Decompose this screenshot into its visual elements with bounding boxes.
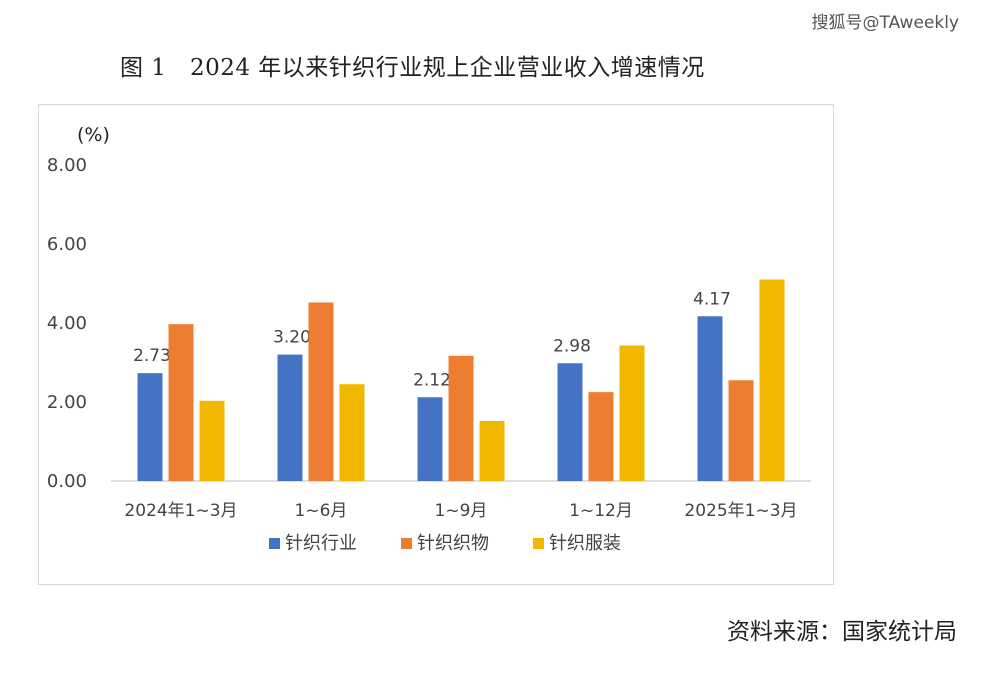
bar xyxy=(277,354,303,481)
bar xyxy=(137,373,163,481)
x-tick-label: 1~9月 xyxy=(435,501,488,521)
data-label: 2.12 xyxy=(413,370,451,390)
y-tick-label: 2.00 xyxy=(47,392,87,413)
bar xyxy=(588,392,614,481)
bar xyxy=(339,384,365,481)
y-tick-label: 0.00 xyxy=(47,471,87,492)
bar xyxy=(557,363,583,481)
data-label: 2.98 xyxy=(553,336,591,356)
bar-chart: (%) 0.00 2.00 4.00 6.00 8.00 2.73 2024年1~3月 3.20… xyxy=(47,124,811,554)
bar xyxy=(448,355,474,481)
bar xyxy=(759,279,785,481)
bar xyxy=(619,345,645,481)
legend-swatch xyxy=(533,538,544,549)
data-label: 4.17 xyxy=(693,289,731,309)
x-tick-label: 1~6月 xyxy=(295,501,348,521)
y-tick-label: 8.00 xyxy=(47,155,87,176)
chart-container: (%) 0.00 2.00 4.00 6.00 8.00 2.73 2024年1~3月 3.20… xyxy=(38,104,834,585)
y-axis-unit: (%) xyxy=(77,124,110,146)
bar xyxy=(479,420,505,481)
data-label: 2.73 xyxy=(133,346,171,366)
source-note: 资料来源：国家统计局 xyxy=(727,619,957,645)
y-tick-label: 6.00 xyxy=(47,234,87,255)
legend-swatch xyxy=(401,538,412,549)
bar xyxy=(417,397,443,481)
x-tick-label: 2024年1~3月 xyxy=(124,501,237,521)
bar xyxy=(168,324,194,481)
bar xyxy=(728,380,754,481)
bar xyxy=(697,316,723,481)
legend-label: 针织服装 xyxy=(549,533,621,554)
legend-label: 针织织物 xyxy=(417,533,489,554)
legend-swatch xyxy=(269,538,280,549)
watermark: 搜狐号@TAweekly xyxy=(811,13,959,33)
y-tick-label: 4.00 xyxy=(47,313,87,334)
x-tick-label: 2025年1~3月 xyxy=(684,501,797,521)
data-label: 3.20 xyxy=(273,328,311,348)
figure-title: 图 1 2024 年以来针织行业规上企业营业收入增速情况 xyxy=(120,55,705,81)
legend-label: 针织行业 xyxy=(285,533,357,554)
bar xyxy=(308,302,334,481)
x-tick-label: 1~12月 xyxy=(569,501,633,521)
bar xyxy=(199,400,225,481)
